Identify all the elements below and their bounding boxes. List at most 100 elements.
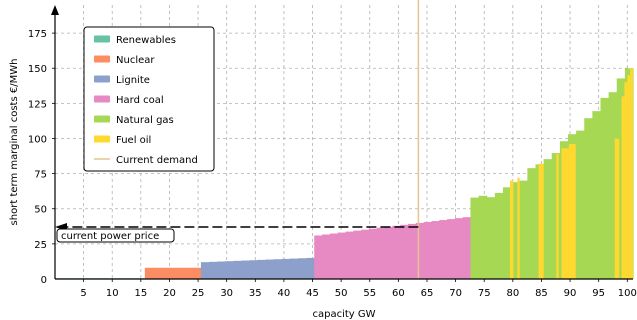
bar-natural-gas (600, 97, 610, 279)
bar-fuel-oil (556, 153, 559, 279)
bar-hard-coal (454, 218, 464, 279)
bar-natural-gas (486, 197, 496, 279)
bar-hard-coal (407, 223, 417, 279)
bar-fuel-oil (621, 96, 625, 279)
legend: Renewables Nuclear Lignite Hard coal Natural… (83, 26, 215, 172)
y-tick-label: 125 (28, 99, 47, 110)
x-tick-label: 85 (535, 288, 548, 299)
legend-label-nuclear: Nuclear (116, 55, 155, 66)
tick-labels: 5 10 15 20 25 30 35 40 45 50 55 60 65 70 75 80 85 90 95 100… (28, 29, 637, 299)
bar-natural-gas (494, 192, 504, 279)
x-tick-label: 95 (592, 288, 605, 299)
x-tick-label: 65 (421, 288, 434, 299)
bar-natural-gas (616, 78, 626, 280)
bar-natural-gas (527, 168, 537, 279)
bar-nuclear (168, 267, 178, 279)
bar-hard-coal (353, 230, 362, 279)
bar-hard-coal (314, 235, 323, 279)
bar-hard-coal (361, 229, 370, 279)
bar-fuel-oil (538, 163, 544, 279)
bar-nuclear (176, 267, 186, 279)
bar-hard-coal (376, 227, 386, 279)
bar-natural-gas (608, 92, 618, 279)
x-tick-label: 15 (134, 288, 147, 299)
bar-lignite (217, 261, 226, 279)
bar-fuel-oil (517, 177, 520, 279)
bar-natural-gas (576, 130, 585, 279)
y-tick-label: 25 (34, 240, 47, 251)
legend-swatch-lignite (94, 75, 110, 83)
x-tick-label: 55 (363, 288, 376, 299)
plot-area (55, 0, 634, 280)
bar-lignite (200, 262, 210, 279)
x-axis-label: capacity GW (312, 309, 375, 320)
x-tick-label: 25 (192, 288, 205, 299)
bar-lignite (241, 260, 251, 279)
bar-lignite (306, 257, 315, 279)
bar-fuel-oil (509, 180, 514, 279)
x-tick-label: 100 (618, 288, 637, 299)
x-tick-label: 20 (163, 288, 176, 299)
legend-swatch-renewables (94, 35, 110, 43)
x-tick-label: 30 (220, 288, 233, 299)
y-axis-label: short term marginal costs €/MWh (9, 59, 20, 226)
x-tick-label: 10 (106, 288, 119, 299)
bar-lignite (233, 260, 242, 279)
bar-nuclear (144, 267, 154, 279)
bar-hard-coal (392, 225, 401, 279)
bar-lignite (289, 258, 299, 279)
bar-natural-gas (519, 180, 528, 279)
y-tick-label: 75 (34, 170, 47, 181)
y-tick-label: 175 (28, 29, 47, 40)
legend-swatch-natural-gas (94, 115, 110, 123)
x-tick-label: 35 (249, 288, 262, 299)
x-tick-label: 50 (335, 288, 348, 299)
legend-label-lignite: Lignite (116, 75, 150, 86)
bar-hard-coal (384, 226, 393, 279)
bar-lignite (281, 258, 291, 279)
legend-label-fuel-oil: Fuel oil (116, 135, 151, 146)
bar-lignite (265, 259, 275, 279)
bar-natural-gas (584, 118, 593, 280)
bar-lignite (225, 261, 234, 279)
bar-hard-coal (439, 220, 448, 279)
x-tick-label: 5 (80, 288, 86, 299)
legend-swatch-fuel-oil (94, 135, 110, 143)
x-tick-label: 90 (564, 288, 577, 299)
x-tick-label: 75 (478, 288, 491, 299)
bar-natural-gas (543, 159, 553, 279)
bar-nuclear (184, 267, 194, 279)
bar-lignite (209, 261, 218, 279)
bar-fuel-oil (624, 82, 628, 280)
bar-fuel-oil (614, 138, 620, 279)
bar-fuel-oil (568, 144, 576, 279)
x-tick-label: 60 (392, 288, 405, 299)
legend-label-renewables: Renewables (116, 35, 176, 46)
y-tick-label: 150 (28, 64, 47, 75)
legend-label-natural-gas: Natural gas (116, 115, 174, 126)
bar-natural-gas (551, 153, 561, 279)
bar-natural-gas (592, 111, 602, 280)
x-tick-label: 70 (449, 288, 462, 299)
legend-label-hard-coal: Hard coal (116, 95, 164, 106)
x-tick-label: 40 (278, 288, 291, 299)
y-tick-label: 0 (41, 275, 47, 286)
y-axis-arrow (51, 5, 59, 15)
bar-fuel-oil (630, 68, 633, 279)
bar-hard-coal (329, 233, 339, 279)
bar-hard-coal (368, 228, 378, 279)
bar-hard-coal (345, 231, 354, 279)
bar-fuel-oil (561, 148, 569, 279)
bar-natural-gas (511, 182, 520, 279)
bar-hard-coal (400, 224, 409, 279)
bar-nuclear (192, 267, 202, 279)
y-tick-label: 100 (28, 134, 47, 145)
legend-swatch-nuclear (94, 55, 110, 63)
bar-hard-coal (337, 232, 347, 279)
bar-lignite (298, 258, 307, 279)
x-tick-label: 80 (506, 288, 519, 299)
axes (51, 5, 633, 282)
bar-natural-gas (470, 197, 480, 279)
